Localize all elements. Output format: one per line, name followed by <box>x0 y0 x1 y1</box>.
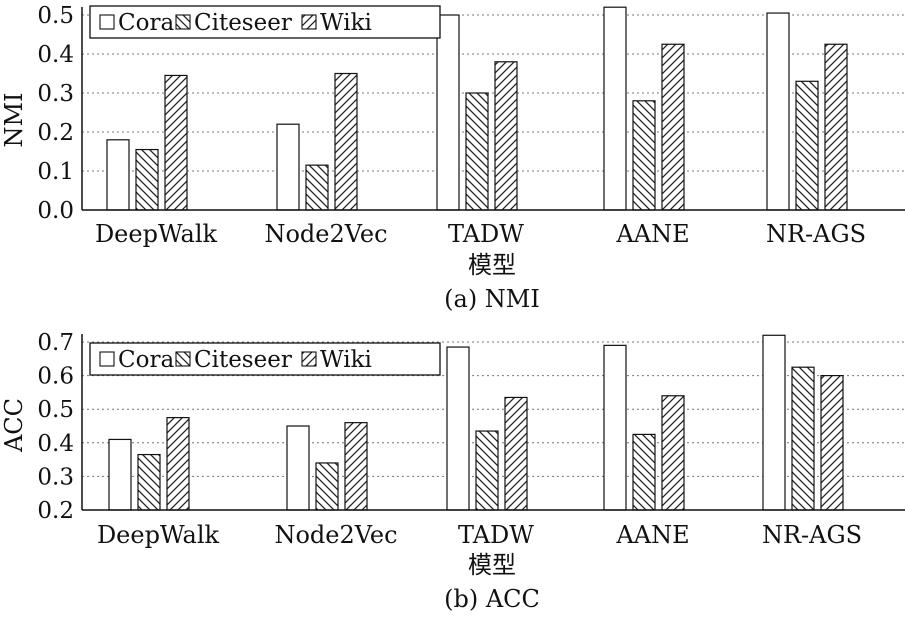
nmi-legend-label-cora: Cora <box>118 10 174 36</box>
acc-category-label: DeepWalk <box>97 521 220 549</box>
nmi-bar-citeseer <box>135 148 159 211</box>
acc-bar-citeseer <box>137 453 161 511</box>
acc-legend-swatch-wiki <box>301 351 317 367</box>
nmi-legend-swatch-cora <box>99 14 115 30</box>
acc-legend-box <box>89 342 441 376</box>
acc-legend-swatch-cora <box>99 351 115 367</box>
nmi-bar-cora <box>276 123 300 211</box>
acc-bar-citeseer <box>315 462 339 511</box>
acc-legend-label-cora: Cora <box>118 347 174 373</box>
nmi-x-ticks: DeepWalk Node2Vec TADW AANE NR-AGS <box>95 220 866 248</box>
nmi-y-tick-label: 0.2 <box>37 120 74 146</box>
nmi-y-tick-label: 0.4 <box>37 42 74 68</box>
nmi-y-ticks: 0.0 0.1 0.2 0.3 0.4 0.5 <box>37 3 905 224</box>
acc-y-tick-label: 0.6 <box>37 364 74 390</box>
nmi-bar-citeseer <box>795 80 819 211</box>
nmi-legend-swatch-wiki <box>301 14 317 30</box>
acc-bar-cora <box>603 344 627 511</box>
acc-bar-cora <box>446 346 470 511</box>
nmi-bars <box>106 6 848 211</box>
acc-bar-wiki <box>820 375 844 511</box>
acc-legend-swatch-citeseer <box>175 351 191 367</box>
nmi-category-label: DeepWalk <box>95 220 218 248</box>
nmi-bar-citeseer <box>632 100 656 211</box>
acc-bar-wiki <box>166 417 190 511</box>
acc-category-label: AANE <box>615 521 689 549</box>
nmi-y-axis-label: NMI <box>0 92 28 147</box>
nmi-category-label: NR-AGS <box>766 220 866 248</box>
acc-legend-label-wiki: Wiki <box>320 347 372 373</box>
nmi-category-label: Node2Vec <box>264 220 387 248</box>
nmi-legend: Cora Citeseer Wiki <box>89 5 441 39</box>
nmi-bar-cora <box>436 14 460 211</box>
nmi-x-axis-label: 模型 <box>468 251 516 279</box>
acc-bar-wiki <box>504 396 528 511</box>
acc-y-tick-label: 0.2 <box>37 498 74 524</box>
acc-x-ticks: DeepWalk Node2Vec TADW AANE NR-AGS <box>97 521 862 549</box>
acc-bar-citeseer <box>791 366 815 511</box>
acc-legend-label-citeseer: Citeseer <box>194 347 292 373</box>
nmi-bar-cora <box>766 12 790 211</box>
nmi-bar-wiki <box>824 43 848 211</box>
acc-bar-cora <box>108 438 132 511</box>
nmi-category-label: AANE <box>615 220 689 248</box>
nmi-y-tick-label: 0.3 <box>37 81 74 107</box>
acc-bar-cora <box>762 334 786 511</box>
nmi-caption: (a) NMI <box>444 285 540 313</box>
acc-bar-citeseer <box>632 433 656 511</box>
acc-legend: Cora Citeseer Wiki <box>89 342 441 376</box>
acc-y-ticks: 0.2 0.3 0.4 0.5 0.6 0.7 <box>37 330 905 524</box>
nmi-bar-cora <box>106 139 130 211</box>
acc-y-tick-label: 0.4 <box>37 431 74 457</box>
nmi-bar-citeseer <box>465 92 489 211</box>
nmi-category-label: TADW <box>448 220 524 248</box>
nmi-y-tick-label: 0.1 <box>37 159 74 185</box>
nmi-bar-wiki <box>164 74 188 211</box>
nmi-bar-wiki <box>334 72 358 211</box>
acc-y-tick-label: 0.3 <box>37 464 74 490</box>
nmi-legend-box <box>89 5 441 39</box>
nmi-legend-label-citeseer: Citeseer <box>194 10 292 36</box>
acc-bar-wiki <box>344 422 368 511</box>
nmi-y-tick-label: 0.5 <box>37 3 74 29</box>
chart-nmi: 0.0 0.1 0.2 0.3 0.4 0.5 DeepWalk Node2Vec TADW A… <box>0 3 905 313</box>
acc-bar-wiki <box>661 395 685 511</box>
acc-category-label: Node2Vec <box>274 521 397 549</box>
acc-bar-citeseer <box>475 430 499 511</box>
chart-acc: 0.2 0.3 0.4 0.5 0.6 0.7 DeepWalk Node2Vec TADW A… <box>0 330 905 613</box>
nmi-legend-label-wiki: Wiki <box>320 10 372 36</box>
nmi-bar-citeseer <box>305 164 329 211</box>
acc-bar-cora <box>286 425 310 511</box>
acc-caption: (b) ACC <box>444 585 540 613</box>
nmi-bar-wiki <box>494 61 518 211</box>
nmi-bar-cora <box>603 6 627 211</box>
acc-y-axis-label: ACC <box>0 398 28 453</box>
nmi-legend-swatch-citeseer <box>175 14 191 30</box>
acc-category-label: TADW <box>458 521 534 549</box>
acc-x-axis-label: 模型 <box>468 551 516 579</box>
acc-y-tick-label: 0.7 <box>37 330 74 356</box>
nmi-y-tick-label: 0.0 <box>37 198 74 224</box>
acc-y-tick-label: 0.5 <box>37 397 74 423</box>
nmi-bar-wiki <box>661 43 685 211</box>
acc-category-label: NR-AGS <box>762 521 862 549</box>
acc-bars <box>108 334 844 511</box>
